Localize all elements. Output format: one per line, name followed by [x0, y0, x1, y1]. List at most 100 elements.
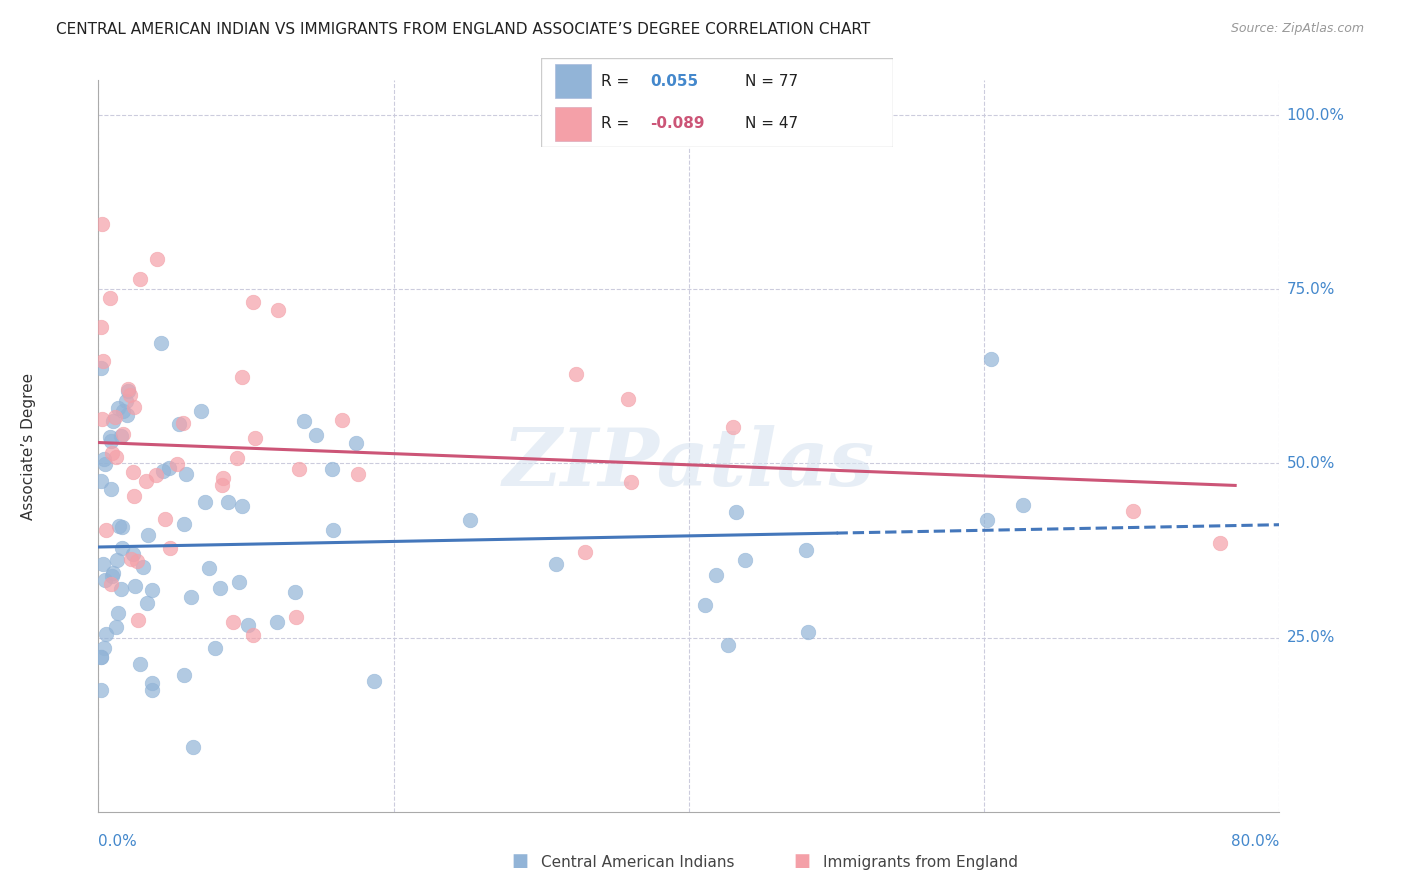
Point: [101, 569, 124, 583]
Point: [1011, 498, 1033, 512]
Point: [305, 428, 328, 442]
Point: [153, 512, 176, 526]
Point: [190, 404, 212, 418]
Point: [122, 465, 145, 479]
Point: [90, 361, 112, 376]
Point: [112, 427, 135, 442]
Text: Central American Indians: Central American Indians: [541, 855, 735, 870]
Point: [100, 483, 122, 497]
Text: -0.089: -0.089: [651, 117, 704, 131]
Text: R =: R =: [602, 117, 634, 131]
Text: Associate’s Degree: Associate’s Degree: [21, 373, 35, 519]
Point: [107, 606, 129, 620]
Point: [103, 410, 125, 425]
Point: [724, 505, 747, 519]
Point: [110, 429, 132, 443]
Point: [110, 541, 132, 555]
Point: [100, 576, 122, 591]
Point: [565, 367, 588, 381]
Point: [717, 638, 740, 652]
Point: [332, 413, 354, 427]
Point: [91, 411, 114, 425]
Point: [173, 668, 195, 682]
Point: [228, 574, 250, 589]
Text: 0.0%: 0.0%: [98, 834, 138, 849]
Point: [128, 657, 150, 671]
Point: [111, 404, 134, 418]
Point: [94, 627, 117, 641]
Point: [363, 673, 385, 688]
Point: [124, 579, 146, 593]
Point: [132, 560, 155, 574]
Point: [266, 615, 288, 629]
Point: [107, 519, 129, 533]
Point: [225, 450, 247, 465]
Point: [211, 478, 233, 492]
Point: [110, 582, 132, 597]
Point: [93, 640, 115, 655]
Point: [135, 474, 157, 488]
Point: [103, 414, 125, 428]
Point: [616, 392, 638, 407]
Point: [346, 467, 368, 481]
Point: [91, 558, 114, 572]
Point: [127, 614, 149, 628]
Point: [90, 319, 112, 334]
Point: [231, 369, 253, 384]
Bar: [555, 107, 591, 141]
Point: [98, 429, 121, 443]
Point: [136, 596, 159, 610]
Point: [124, 400, 146, 414]
Point: [128, 272, 150, 286]
Point: [105, 553, 128, 567]
Text: ZIPatlas: ZIPatlas: [503, 425, 875, 502]
Point: [90, 649, 112, 664]
Point: [693, 598, 716, 612]
Point: [322, 523, 344, 537]
Point: [101, 446, 124, 460]
Point: [172, 416, 194, 430]
Point: [93, 451, 115, 466]
Point: [90, 649, 112, 664]
Point: [288, 462, 311, 476]
Point: [122, 489, 145, 503]
Text: N = 77: N = 77: [745, 74, 799, 88]
Point: [180, 591, 202, 605]
Point: [91, 354, 114, 368]
Point: [1122, 504, 1144, 518]
Point: [458, 512, 481, 526]
Point: [620, 475, 643, 490]
Point: [183, 739, 205, 754]
Point: [167, 417, 190, 431]
Point: [90, 683, 112, 698]
Point: [101, 566, 124, 580]
Point: [208, 581, 231, 595]
Text: 100.0%: 100.0%: [1286, 108, 1344, 122]
Point: [117, 384, 139, 398]
Point: [120, 552, 142, 566]
Point: [344, 435, 367, 450]
Point: [104, 450, 127, 464]
Point: [211, 471, 233, 485]
Point: [236, 617, 259, 632]
Point: [1209, 536, 1232, 550]
Point: [734, 553, 756, 567]
Text: 75.0%: 75.0%: [1286, 282, 1334, 297]
Point: [166, 457, 188, 471]
Point: [125, 554, 148, 568]
Point: [574, 544, 596, 558]
Point: [204, 640, 226, 655]
Point: [976, 513, 998, 527]
Bar: [555, 64, 591, 98]
Point: [149, 335, 172, 350]
Text: ■: ■: [512, 852, 529, 870]
Text: 80.0%: 80.0%: [1232, 834, 1279, 849]
Point: [194, 495, 217, 509]
Point: [115, 408, 138, 422]
Point: [267, 302, 290, 317]
Point: [231, 499, 253, 513]
Point: [94, 458, 117, 472]
Point: [222, 615, 245, 629]
Point: [242, 295, 264, 310]
Point: [100, 434, 122, 448]
